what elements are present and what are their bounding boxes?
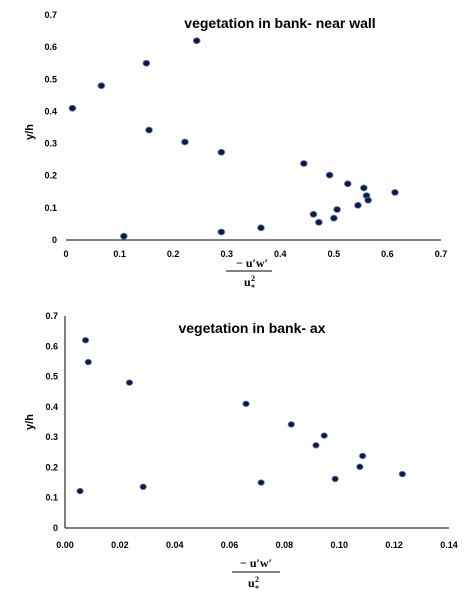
data-point <box>331 475 339 483</box>
data-point <box>398 470 406 478</box>
data-point <box>358 452 367 460</box>
y-tick-label: 0.6 <box>45 341 58 351</box>
data-point <box>354 201 362 209</box>
x-tick-label: 0.7 <box>435 249 448 259</box>
y-tick-label: 0.6 <box>44 42 57 52</box>
x-label-denominator-sub: * <box>255 584 259 593</box>
data-points <box>68 37 399 240</box>
chart-title: vegetation in bank- ax <box>178 320 325 336</box>
chart-near-wall: vegetation in bank- near wall y/h 0 0.1 0.… <box>24 10 447 292</box>
x-tick-label: 0.06 <box>221 540 239 550</box>
y-tick-labels: 0 0.1 0.2 0.3 0.4 0.5 0.6 0.7 <box>45 311 58 533</box>
data-point <box>84 358 92 366</box>
data-point <box>120 232 128 240</box>
data-point <box>192 37 201 45</box>
x-tick-label: 0.6 <box>381 249 394 259</box>
data-point <box>242 400 250 408</box>
data-point <box>76 487 84 495</box>
x-tick-label: 0.4 <box>274 249 287 259</box>
data-points <box>76 337 406 495</box>
y-tick-label: 0.7 <box>45 311 58 321</box>
x-tick-label: 0.00 <box>56 540 74 550</box>
y-tick-label: 0 <box>52 235 57 245</box>
data-point <box>391 189 399 196</box>
y-tick-label: 0.5 <box>44 74 57 84</box>
y-tick-label: 0.1 <box>44 203 57 213</box>
data-point <box>300 160 308 167</box>
y-tick-label: 0 <box>53 523 58 533</box>
x-label-denominator-sup: 2 <box>255 575 259 584</box>
data-point <box>330 214 338 222</box>
data-point <box>139 483 147 491</box>
data-point <box>309 210 318 218</box>
data-point <box>257 479 265 486</box>
x-label-numerator: − u′w′ <box>240 556 272 570</box>
y-tick-label: 0.4 <box>45 402 58 412</box>
x-label-denominator-sup: 2 <box>251 274 255 283</box>
y-tick-label: 0.2 <box>44 171 57 181</box>
x-tick-label: 0.1 <box>113 249 126 259</box>
data-point <box>287 421 295 428</box>
data-point <box>125 379 134 386</box>
data-point <box>217 228 226 236</box>
x-label-denominator-base: u <box>244 275 251 289</box>
chart-title: vegetation in bank- near wall <box>184 15 375 31</box>
x-tick-label: 0.3 <box>220 249 233 259</box>
x-axis-label: − u′w′ u 2 * <box>232 556 280 593</box>
x-tick-label: 0.14 <box>440 540 458 550</box>
data-point <box>181 138 189 146</box>
data-point <box>356 463 364 471</box>
x-tick-label: 0.10 <box>331 540 349 550</box>
x-tick-label: 0.12 <box>385 540 403 550</box>
y-tick-label: 0.7 <box>44 10 57 20</box>
y-tick-label: 0.1 <box>45 493 58 503</box>
data-point <box>333 206 341 213</box>
chart-ax: vegetation in bank- ax y/h 0 0.1 0.2 0.3 0.4… <box>24 311 458 593</box>
data-point <box>320 432 328 439</box>
y-tick-label: 0.3 <box>45 432 58 442</box>
x-tick-label: 0.5 <box>328 249 341 259</box>
x-label-denominator-base: u <box>248 576 255 590</box>
data-point <box>68 104 77 112</box>
x-tick-label: 0 <box>63 249 68 259</box>
y-axis-label: y/h <box>24 124 36 140</box>
x-tick-labels: 0 0.1 0.2 0.3 0.4 0.5 0.6 0.7 <box>63 249 447 259</box>
x-tick-label: 0.2 <box>167 249 180 259</box>
data-point <box>142 59 151 67</box>
y-tick-label: 0.3 <box>44 139 57 149</box>
data-point <box>145 126 153 134</box>
data-point <box>217 148 226 156</box>
data-point <box>343 180 352 188</box>
x-tick-label: 0.02 <box>111 540 129 550</box>
y-tick-label: 0.5 <box>45 372 58 382</box>
y-tick-labels: 0 0.1 0.2 0.3 0.4 0.5 0.6 0.7 <box>44 10 57 245</box>
data-point <box>364 196 372 204</box>
data-point <box>257 224 265 232</box>
data-point <box>325 171 334 179</box>
x-label-denominator-sub: * <box>251 283 255 292</box>
data-point <box>360 184 368 192</box>
y-axis-label: y/h <box>24 414 36 430</box>
x-axis-label: − u′w′ u 2 * <box>226 256 272 292</box>
x-tick-labels: 0.00 0.02 0.04 0.06 0.08 0.10 0.12 0.14 <box>56 540 458 550</box>
y-tick-label: 0.2 <box>45 462 58 472</box>
data-point <box>315 218 323 226</box>
y-tick-label: 0.4 <box>44 106 57 116</box>
data-point <box>312 442 320 449</box>
data-point <box>81 337 90 344</box>
x-tick-label: 0.04 <box>166 540 184 550</box>
data-point <box>97 82 106 90</box>
x-label-numerator: − u′w′ <box>236 256 268 270</box>
x-tick-label: 0.08 <box>276 540 294 550</box>
